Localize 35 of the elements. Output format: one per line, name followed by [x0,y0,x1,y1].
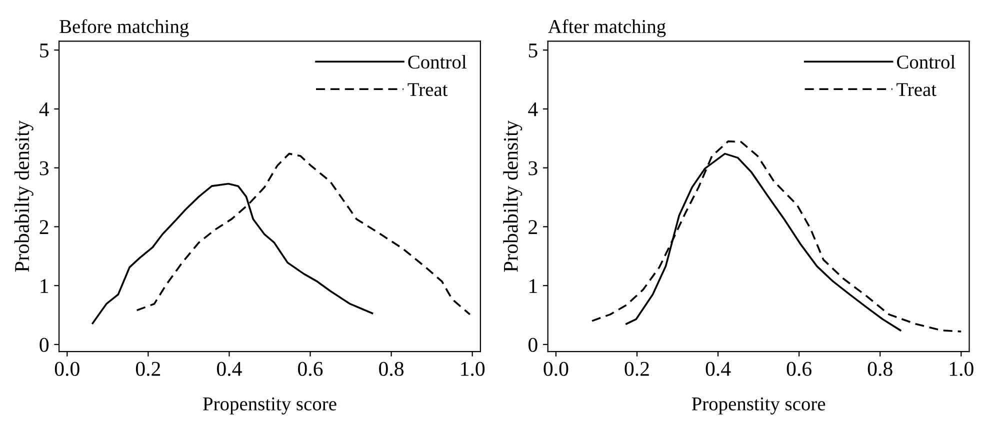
x-tick-label: 0.6 [298,362,323,376]
y-tick-label: 0 [528,338,538,352]
y-axis-title: Probabilty density [503,120,522,272]
y-tick-label: 1 [530,279,537,293]
y-tick-label: 0 [40,338,49,352]
x-tick-label: 0.2 [624,362,649,376]
x-tick-label: 0.0 [544,362,568,376]
line-series [591,140,962,332]
y-tick-label: 5 [528,44,538,58]
x-tick-label: 0.8 [868,362,892,376]
chart-title: After matching [548,19,666,38]
y-tick-label: 4 [39,102,49,116]
legend-label: Control [408,54,466,69]
y-tick-label: 2 [40,220,48,234]
y-tick-label: 3 [528,161,538,176]
y-tick-label: 3 [40,161,49,176]
y-tick-label: 5 [40,44,49,58]
x-tick-label: 0.4 [216,362,242,376]
y-tick-label: 1 [40,279,48,293]
legend-label: Control [897,54,956,69]
y-tick-label: 4 [528,102,538,116]
x-tick-label: 0.4 [706,362,731,376]
x-tick-label: 0.6 [786,362,812,376]
x-axis-title: Propenstity score [692,397,826,414]
x-tick-label: 1.0 [461,362,485,376]
legend-label: Treat [408,83,448,96]
y-axis-title: Probabilty density [14,120,34,272]
x-tick-label: 1.0 [950,362,974,376]
x-tick-label: 0.2 [136,362,160,376]
legend-label: Treat [896,83,936,96]
chart-title: Before matching [60,19,189,38]
y-tick-label: 2 [528,220,537,234]
x-tick-label: 0.0 [54,362,80,376]
x-tick-label: 0.8 [379,362,404,376]
x-axis-title: Propenstity score [203,397,336,414]
